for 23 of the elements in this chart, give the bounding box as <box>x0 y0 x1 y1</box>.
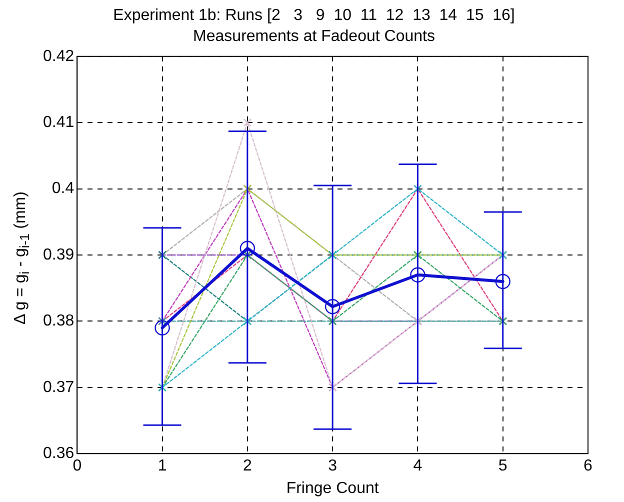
point <box>154 320 170 336</box>
x-tick-label: 2 <box>242 458 252 475</box>
x-tick-label: 6 <box>584 458 593 475</box>
x-tick-label: 0 <box>72 458 82 475</box>
x-tick-label: 5 <box>498 458 508 475</box>
point <box>240 240 256 256</box>
x-axis-title: Fringe Count <box>286 480 380 497</box>
point <box>495 274 510 290</box>
chart-subtitle: Measurements at Fadeout Counts <box>193 28 435 46</box>
point <box>410 267 426 282</box>
y-tick-label: 0.42 <box>43 48 74 65</box>
point <box>324 299 340 314</box>
y-tick-label: 0.36 <box>43 445 74 462</box>
x-tick-label: 1 <box>158 458 167 475</box>
y-tick-label: 0.38 <box>43 312 74 330</box>
x-tick-label: 3 <box>328 458 338 475</box>
y-tick-label: 0.4 <box>52 180 74 198</box>
x-tick-label: 4 <box>413 458 422 475</box>
y-tick-label: 0.37 <box>43 378 74 396</box>
y-tick-label: 0.39 <box>43 246 74 264</box>
y-tick-label: 0.41 <box>43 114 74 132</box>
point <box>243 118 252 127</box>
chart-title: Experiment 1b: Runs [2 3 9 10 11 12 13 14 15 16] <box>113 7 515 24</box>
